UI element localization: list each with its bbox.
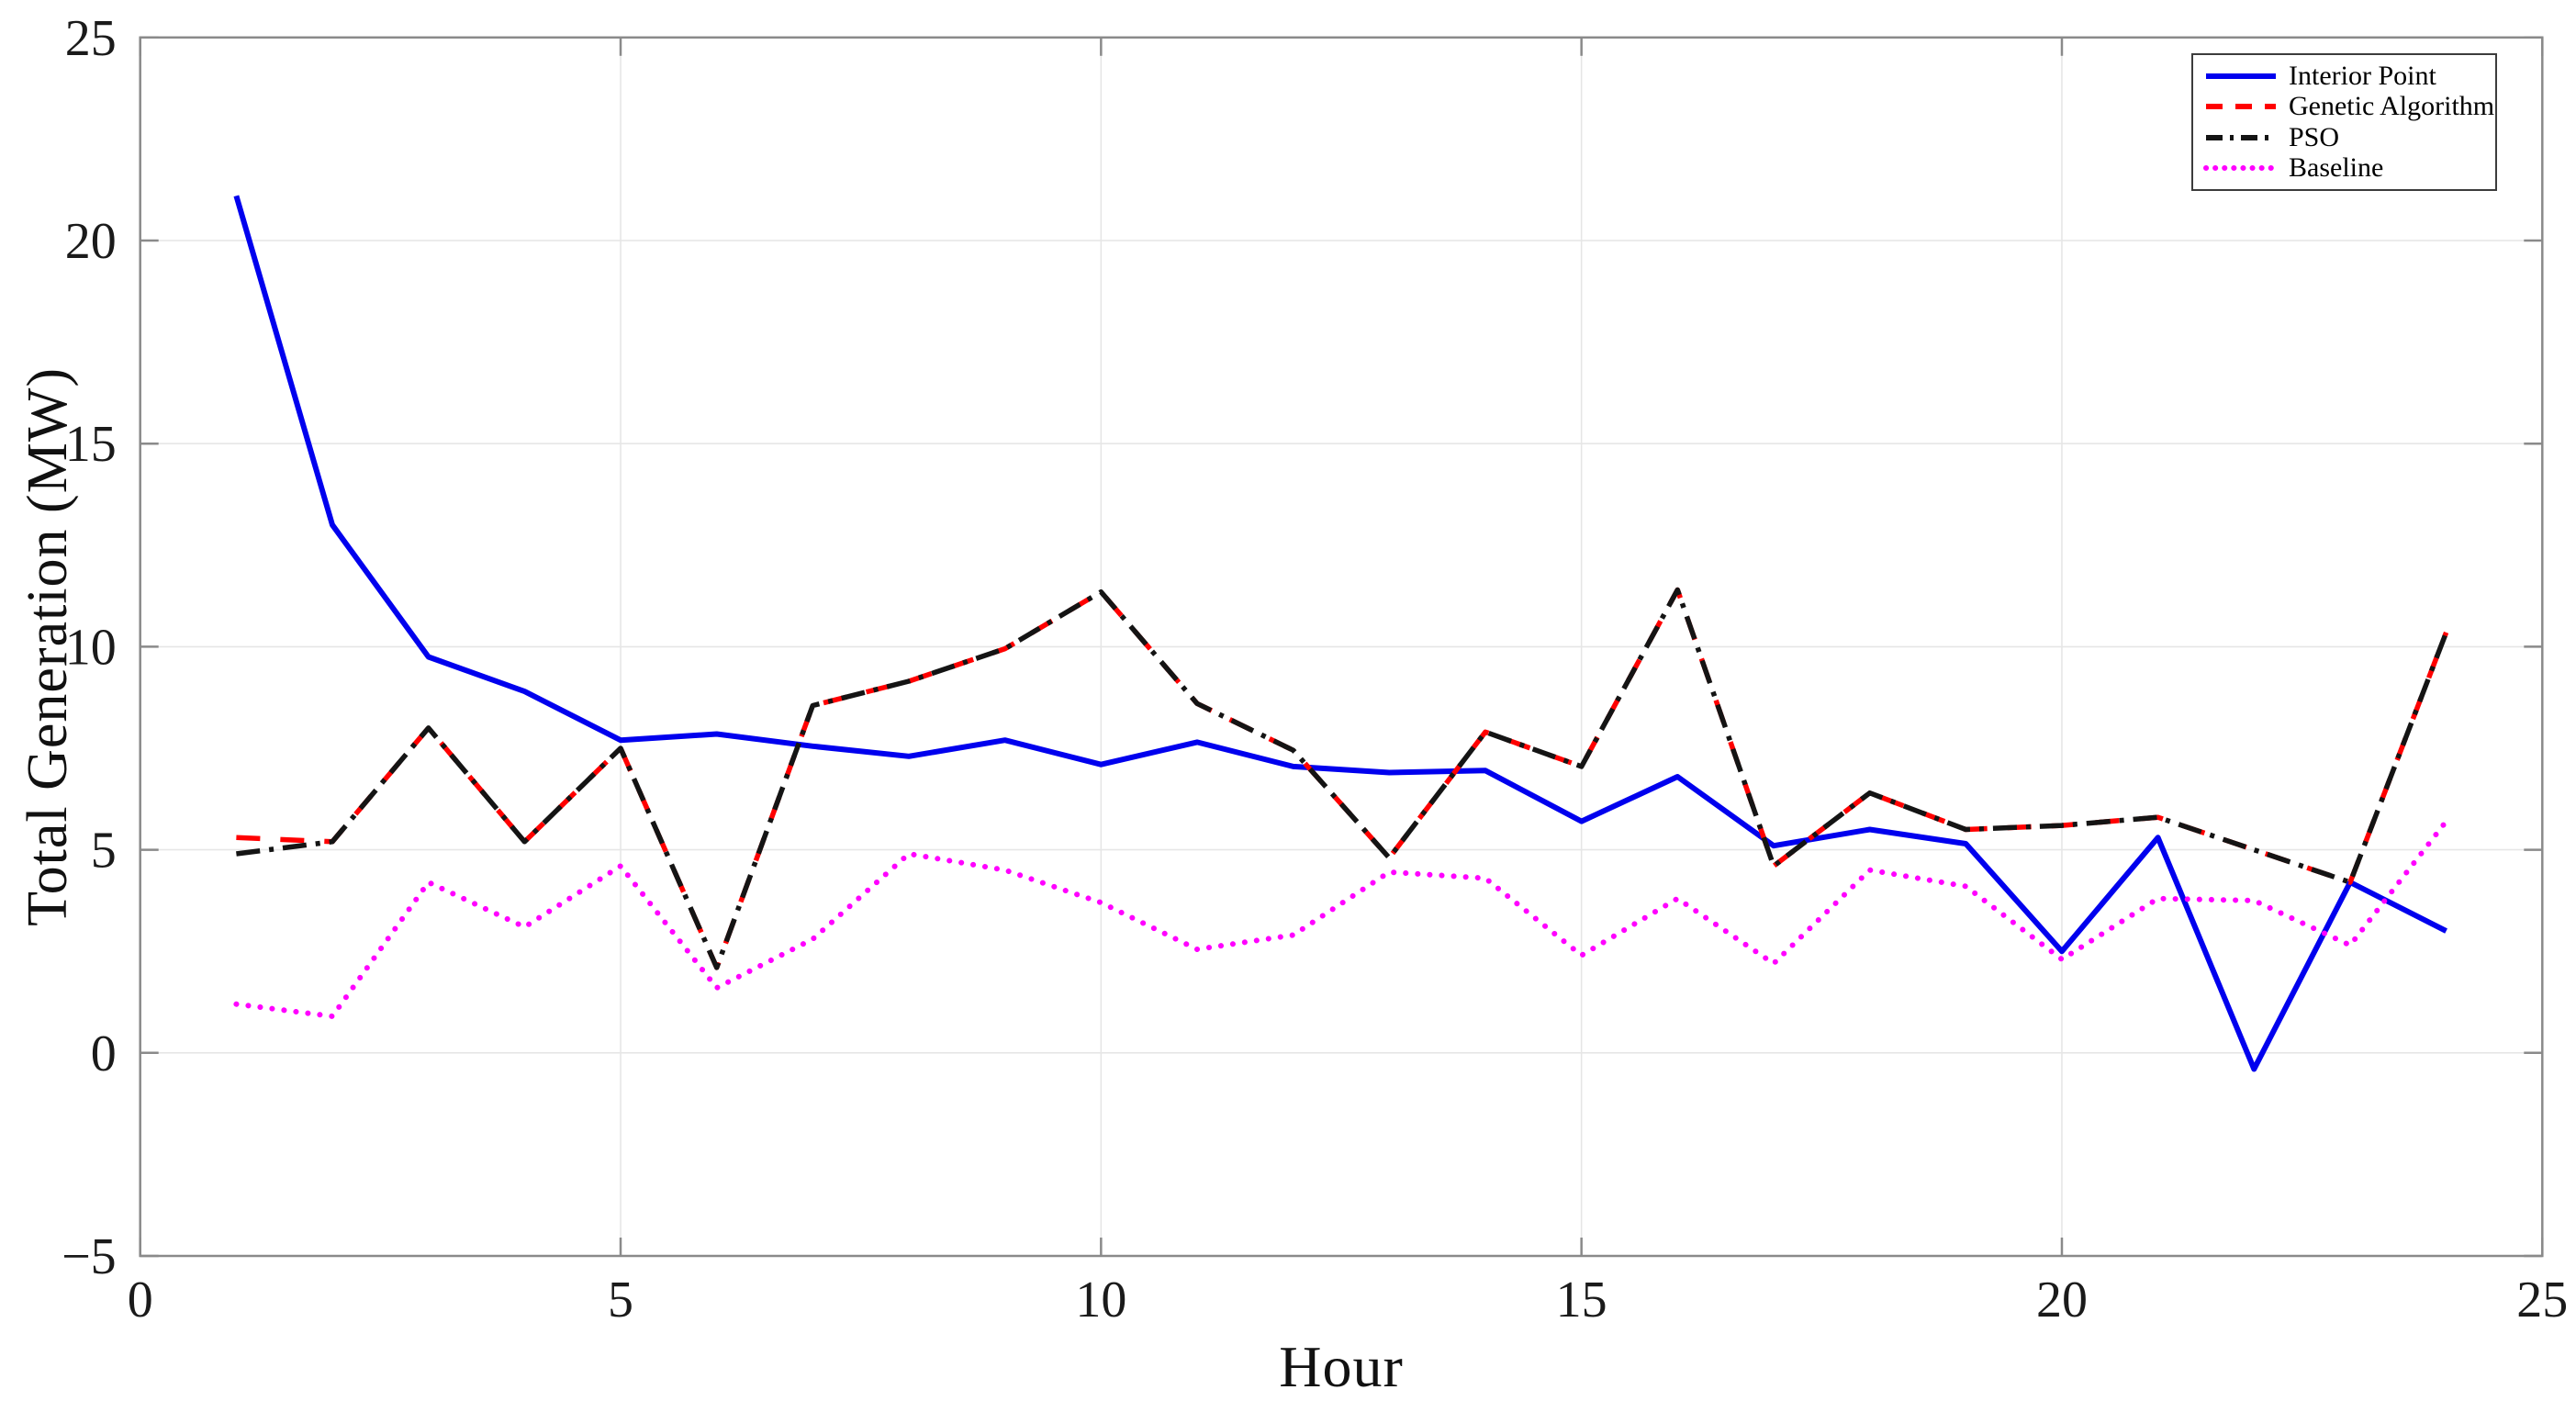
legend-label: PSO: [2289, 121, 2340, 152]
legend: Interior Point Genetic Algorithm PSO Baseli…: [2191, 53, 2497, 191]
x-tick-label: 20: [2036, 1272, 2088, 1328]
legend-line-sample-icon: [2206, 134, 2276, 140]
legend-line-sample-icon: [2203, 165, 2279, 172]
y-tick-label: 15: [65, 416, 117, 473]
legend-label: Interior Point: [2289, 60, 2436, 91]
y-tick-label: 5: [91, 823, 117, 880]
y-tick-label: 25: [65, 10, 117, 67]
y-axis-label-wrap: Total Generation (MW): [0, 38, 95, 1256]
legend-label: Genetic Algorithm: [2289, 91, 2495, 122]
y-tick-label: 0: [91, 1026, 117, 1082]
x-tick-label: 5: [608, 1272, 633, 1328]
x-tick-label: 15: [1556, 1272, 1607, 1328]
series-line-baseline: [233, 818, 2449, 1019]
legend-item-baseline: Baseline: [2202, 153, 2495, 183]
x-tick-label: 25: [2516, 1272, 2568, 1328]
legend-line-sample-icon: [2206, 73, 2276, 79]
legend-item-pso: PSO: [2202, 123, 2495, 152]
legend-label: Baseline: [2289, 152, 2384, 184]
y-tick-label: −5: [62, 1228, 117, 1285]
y-tick-label: 10: [65, 619, 117, 676]
x-tick-label: 0: [128, 1272, 153, 1328]
x-tick-label: 10: [1075, 1272, 1126, 1328]
legend-item-interior-point: Interior Point: [2202, 62, 2495, 91]
x-axis-label: Hour: [1279, 1334, 1404, 1399]
series-line-interior-point: [233, 195, 2447, 1072]
y-tick-label: 20: [65, 213, 117, 270]
legend-line-sample-icon: [2206, 104, 2276, 110]
y-axis-label: Total Generation (MW): [16, 367, 79, 926]
series-line-pso: [236, 587, 2449, 970]
legend-item-genetic-algorithm: Genetic Algorithm: [2202, 92, 2495, 121]
